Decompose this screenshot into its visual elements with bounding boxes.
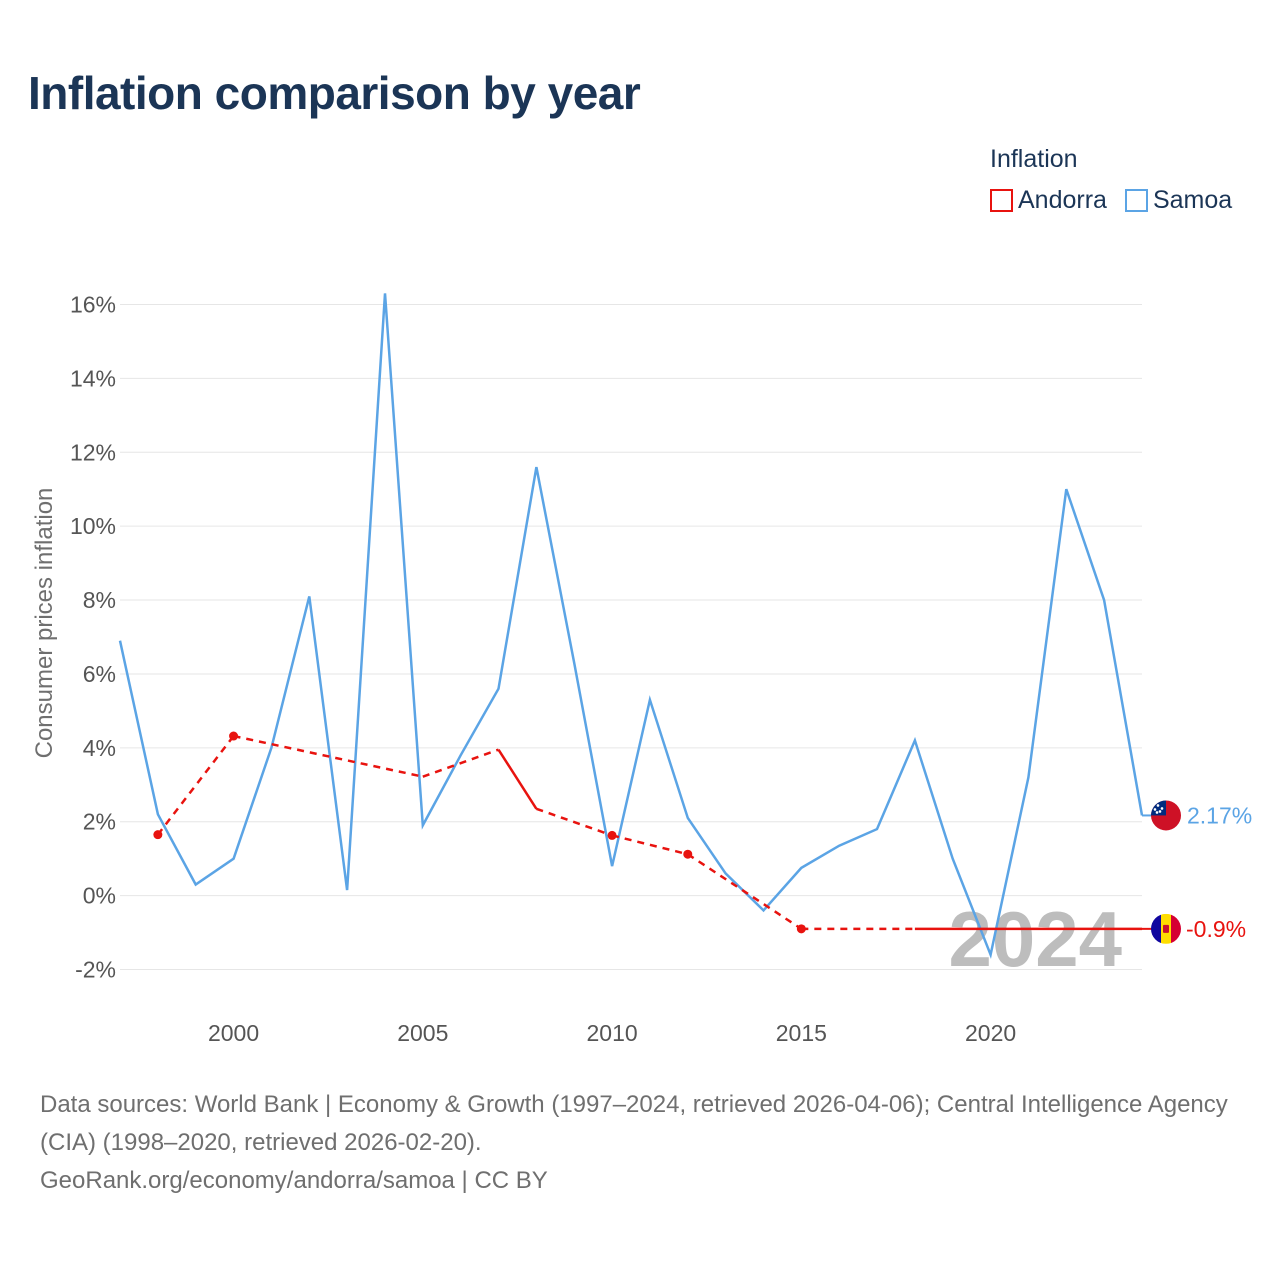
legend-item-andorra[interactable]: Andorra (990, 186, 1107, 215)
flag-star (1156, 804, 1160, 807)
data-point-andorra (683, 849, 693, 859)
flag-star (1155, 811, 1159, 814)
year-watermark: 2024 (948, 895, 1122, 983)
y-tick-label: 2% (83, 809, 116, 835)
series-gap-andorra (156, 735, 235, 836)
x-axis-ticks: 2000 2005 2010 2015 2020 (208, 1020, 1016, 1046)
series-gap-andorra (687, 853, 803, 930)
y-tick-label: 4% (83, 735, 116, 761)
footer: Data sources: World Bank | Economy & Gro… (40, 1086, 1240, 1200)
andorra-flag-icon (1151, 913, 1181, 944)
flag-star (1158, 810, 1162, 813)
series-gap-andorra (535, 807, 613, 837)
y-axis-ticks: -2% 0% 2% 4% 6% 8% 10% 12% 14% 16% (70, 292, 116, 983)
samoa-flag-icon (1151, 800, 1181, 831)
y-axis-label: Consumer prices inflation (31, 488, 58, 759)
x-tick-label: 2010 (586, 1020, 637, 1046)
gridlines (120, 304, 1142, 970)
data-point-andorra (229, 731, 239, 741)
y-tick-label: 12% (70, 439, 116, 465)
data-point-andorra (796, 924, 806, 934)
legend: Andorra Samoa (990, 186, 1232, 215)
data-point-andorra (607, 830, 617, 840)
series-segment-andorra (497, 749, 538, 810)
flag-band-blue (1151, 913, 1161, 944)
end-labels: 2.17% -0.9% (1151, 800, 1252, 944)
legend-swatch-andorra (990, 189, 1013, 212)
series-samoa (118, 293, 1152, 960)
flag-star (1153, 808, 1157, 811)
x-tick-label: 2020 (965, 1020, 1016, 1046)
flag-emblem (1163, 924, 1169, 933)
legend-title: Inflation (990, 145, 1078, 173)
legend-label-andorra: Andorra (1018, 186, 1107, 214)
y-tick-label: 6% (83, 661, 116, 687)
data-sources: Data sources: World Bank | Economy & Gro… (40, 1091, 1228, 1156)
y-tick-label: -2% (75, 957, 116, 983)
end-label-andorra: -0.9% (1186, 916, 1246, 942)
series-gap-andorra (422, 748, 499, 778)
page-title: Inflation comparison by year (28, 67, 641, 119)
series-line-samoa (118, 293, 1144, 960)
flag-band-red (1171, 913, 1181, 944)
flag-star (1160, 807, 1164, 810)
end-label-samoa: 2.17% (1187, 802, 1252, 828)
legend-label-samoa: Samoa (1152, 186, 1233, 214)
flag-canton (1151, 800, 1166, 816)
series-gap-andorra (233, 734, 424, 778)
series-andorra (153, 731, 1152, 934)
y-tick-label: 10% (70, 513, 116, 539)
y-tick-label: 14% (70, 365, 116, 391)
x-tick-label: 2005 (397, 1020, 448, 1046)
x-tick-label: 2015 (776, 1020, 827, 1046)
x-tick-label: 2000 (208, 1020, 259, 1046)
y-tick-label: 0% (83, 883, 116, 909)
series-gap-andorra (611, 834, 689, 856)
legend-swatch-samoa (1124, 189, 1148, 212)
y-tick-label: 8% (83, 587, 116, 613)
y-tick-label: 16% (70, 292, 116, 318)
legend-item-samoa[interactable]: Samoa (1124, 186, 1233, 215)
data-point-andorra (153, 830, 163, 840)
credit-link[interactable]: GeoRank.org/economy/andorra/samoa | CC B… (40, 1167, 548, 1194)
